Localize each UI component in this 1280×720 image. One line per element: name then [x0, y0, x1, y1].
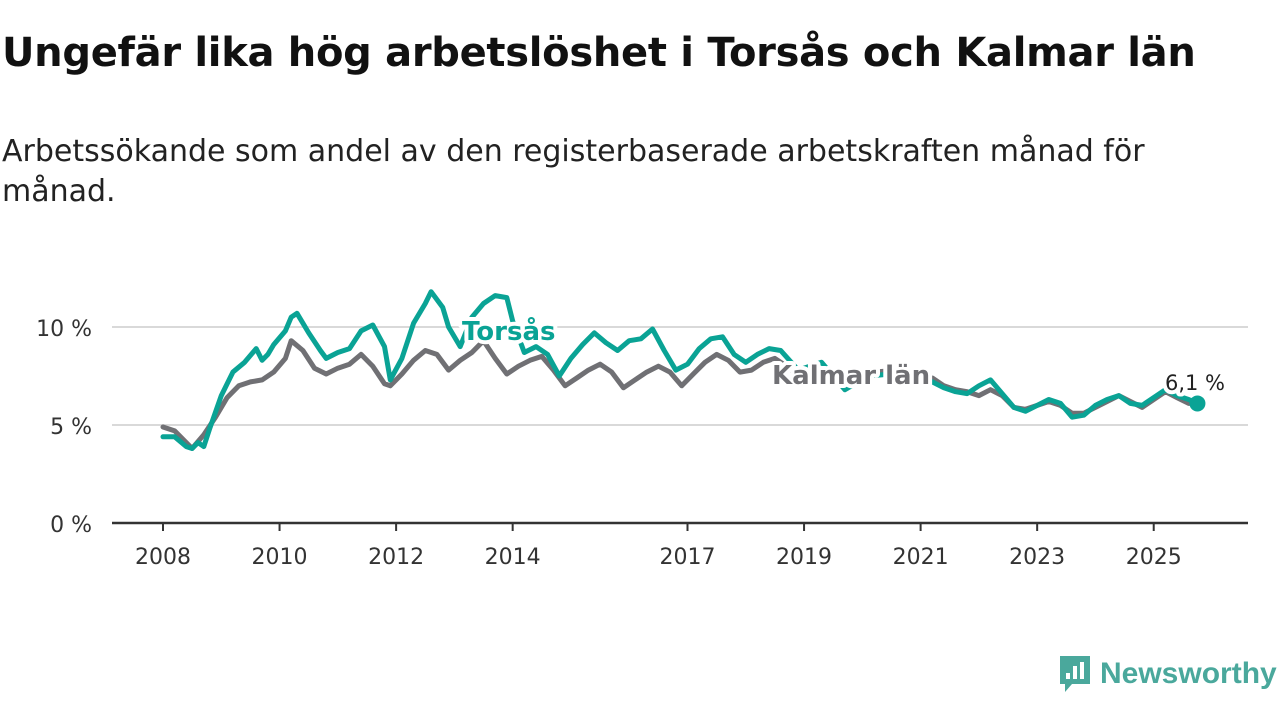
end-point-marker — [1189, 395, 1206, 412]
kalmar-series-label-halo: Kalmar län — [772, 361, 930, 391]
kalmar-lan-line — [160, 338, 1200, 451]
x-tick-label: 2008 — [135, 545, 191, 570]
series-group — [160, 289, 1206, 451]
x-tick-label: 2023 — [1009, 545, 1065, 570]
y-tick-label: 10 % — [36, 317, 92, 342]
torsas-line — [160, 289, 1200, 451]
end-value-label: 6,1 %6,1 % — [1161, 367, 1229, 399]
x-tick-label: 2021 — [893, 545, 949, 570]
y-tick-label: 5 % — [50, 415, 92, 440]
torsas-series-label-text: Torsås — [462, 315, 555, 347]
x-tick-label: 2014 — [485, 545, 541, 570]
x-tick-label: 2012 — [368, 545, 424, 570]
x-tick-label: 2017 — [660, 545, 716, 570]
x-tick-label: 2019 — [776, 545, 832, 570]
x-tick-label: 2025 — [1126, 545, 1182, 570]
y-tick-label: 0 % — [50, 513, 92, 538]
chart-subtitle: Arbetssökande som andel av den registerb… — [2, 134, 1145, 209]
y-axis: 0 % 5 % 10 % — [36, 317, 92, 538]
end-value-label-text: 6,1 % — [1165, 371, 1225, 395]
kalmar-series-label-text: Kalmar län — [772, 361, 930, 391]
x-tick-label: 2010 — [252, 545, 308, 570]
x-axis: 2008 2010 2012 2014 2017 2019 2021 2023 2025 — [112, 521, 1248, 570]
gridlines — [112, 326, 1248, 426]
newsworthy-icon — [1060, 656, 1090, 692]
newsworthy-logo: Newsworthy — [1058, 654, 1277, 694]
brand-name: Newsworthy — [1100, 657, 1277, 690]
torsas-series-label-halo: Torsås — [462, 315, 555, 347]
end-value-label-halo: 6,1 % — [1165, 371, 1225, 395]
chart-title: Ungefär lika hög arbetslöshet i Torsås o… — [2, 30, 1196, 76]
